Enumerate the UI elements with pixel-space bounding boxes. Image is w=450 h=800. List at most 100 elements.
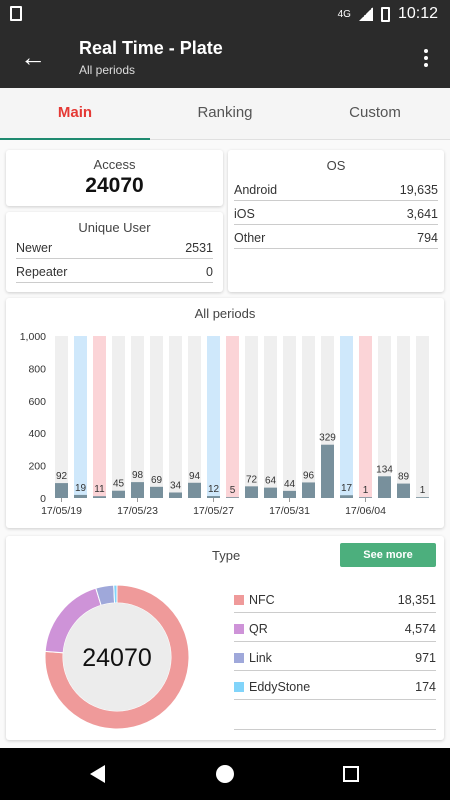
bar-background <box>112 336 125 498</box>
x-tick-label: 17/05/27 <box>193 505 234 517</box>
list-item: Android 19,635 <box>234 183 438 201</box>
bar-background <box>245 336 258 498</box>
bar <box>226 497 239 498</box>
legend-swatch <box>234 595 244 605</box>
bar-background <box>302 336 315 498</box>
see-more-button[interactable]: See more <box>340 543 436 567</box>
access-label: Access <box>93 157 136 172</box>
legend-swatch <box>234 624 244 634</box>
legend-item: NFC 18,351 <box>234 584 436 613</box>
clock: 10:12 <box>397 5 438 22</box>
network-type: 4G <box>337 8 351 20</box>
donut-center-value: 24070 <box>82 644 152 672</box>
bar-background <box>397 336 410 498</box>
legend-item: EddyStone 174 <box>234 671 436 700</box>
y-tick-label: 1,000 <box>20 331 46 343</box>
row-label: Other <box>234 231 266 245</box>
bar-background <box>340 336 353 498</box>
nav-recents-icon[interactable] <box>343 766 359 782</box>
bar-data-label: 1 <box>420 485 426 496</box>
y-tick-label: 400 <box>28 428 46 440</box>
page-title: Real Time - Plate <box>79 38 223 58</box>
nav-home-icon[interactable] <box>216 765 234 783</box>
bar-data-label: 45 <box>113 479 125 490</box>
system-nav-bar <box>0 748 450 800</box>
row-value: 19,635 <box>399 183 438 197</box>
bar-data-label: 329 <box>319 433 336 444</box>
bar-background <box>93 336 106 498</box>
legend-item: QR 4,574 <box>234 613 436 642</box>
bar <box>112 490 125 498</box>
x-tick-label: 17/06/04 <box>345 505 386 517</box>
bar <box>359 497 372 498</box>
back-arrow-icon[interactable]: ← <box>20 42 46 72</box>
bar-background <box>416 336 429 498</box>
bar <box>340 495 353 498</box>
bar-data-label: 1 <box>363 485 369 496</box>
bar-background <box>74 336 87 498</box>
chart-title: All periods <box>194 306 256 321</box>
y-tick-label: 0 <box>40 493 46 505</box>
battery-icon <box>380 6 390 22</box>
os-label: OS <box>326 158 346 173</box>
row-label: Repeater <box>16 265 68 279</box>
donut-hole <box>63 603 171 711</box>
bar-data-label: 134 <box>376 464 393 475</box>
signal-icon <box>358 7 373 21</box>
bar-data-label: 96 <box>303 470 315 481</box>
bar <box>302 482 315 498</box>
tab-ranking[interactable]: Ranking <box>197 104 253 121</box>
bar <box>188 482 201 498</box>
bar <box>245 486 258 498</box>
bar <box>416 497 429 498</box>
row-value: 794 <box>417 231 438 245</box>
tab-main[interactable]: Main <box>0 88 150 140</box>
bar-background <box>169 336 182 498</box>
row-label: Newer <box>16 241 53 255</box>
bar <box>321 444 334 498</box>
list-item: Other 794 <box>234 231 438 249</box>
unique-user-card: Unique User Newer 2531 Repeater 0 <box>6 212 223 292</box>
bar <box>378 476 391 498</box>
bar-data-label: 64 <box>265 476 277 487</box>
row-label: Android <box>234 183 278 197</box>
bar-background <box>226 336 239 498</box>
list-item: Newer 2531 <box>16 241 213 259</box>
bar-data-label: 98 <box>132 470 144 481</box>
bar-data-label: 44 <box>284 479 296 490</box>
type-label: Type <box>212 548 241 563</box>
bar-background <box>207 336 220 498</box>
y-tick-label: 600 <box>28 396 46 408</box>
bar-data-label: 69 <box>151 475 163 486</box>
list-item: Repeater 0 <box>16 265 213 283</box>
bar-data-label: 11 <box>94 484 105 495</box>
overflow-menu-icon[interactable] <box>416 44 436 72</box>
all-periods-chart-card: All periods 0 200 400 600 800 1,000 92 19 11 45 98… <box>6 298 444 528</box>
os-card: OS Android 19,635 iOS 3,641 Other 794 <box>228 150 444 292</box>
access-card: Access 24070 <box>6 150 223 206</box>
bar <box>74 494 87 498</box>
bar-background <box>359 336 372 498</box>
unique-user-label: Unique User <box>78 220 151 235</box>
bar-data-label: 17 <box>341 483 353 494</box>
page-subtitle: All periods <box>79 63 136 77</box>
sim-card-icon <box>10 6 22 21</box>
type-legend: NFC 18,351 QR 4,574 Link 971 EddyStone 174 <box>234 584 436 730</box>
tab-custom[interactable]: Custom <box>349 104 401 121</box>
bar <box>150 486 163 498</box>
donut-slice <box>113 584 118 604</box>
bar <box>397 483 410 498</box>
bar-background <box>378 336 391 498</box>
row-value: 0 <box>206 265 213 279</box>
bar-background <box>131 336 144 498</box>
bar <box>131 482 144 498</box>
bar-data-label: 89 <box>398 472 410 483</box>
bar-data-label: 92 <box>56 471 68 482</box>
nav-back-icon[interactable] <box>90 765 105 783</box>
row-value: 3,641 <box>406 207 438 221</box>
legend-divider <box>234 706 436 730</box>
bar <box>93 496 106 498</box>
access-value: 24070 <box>85 174 144 197</box>
legend-swatch <box>234 682 244 692</box>
